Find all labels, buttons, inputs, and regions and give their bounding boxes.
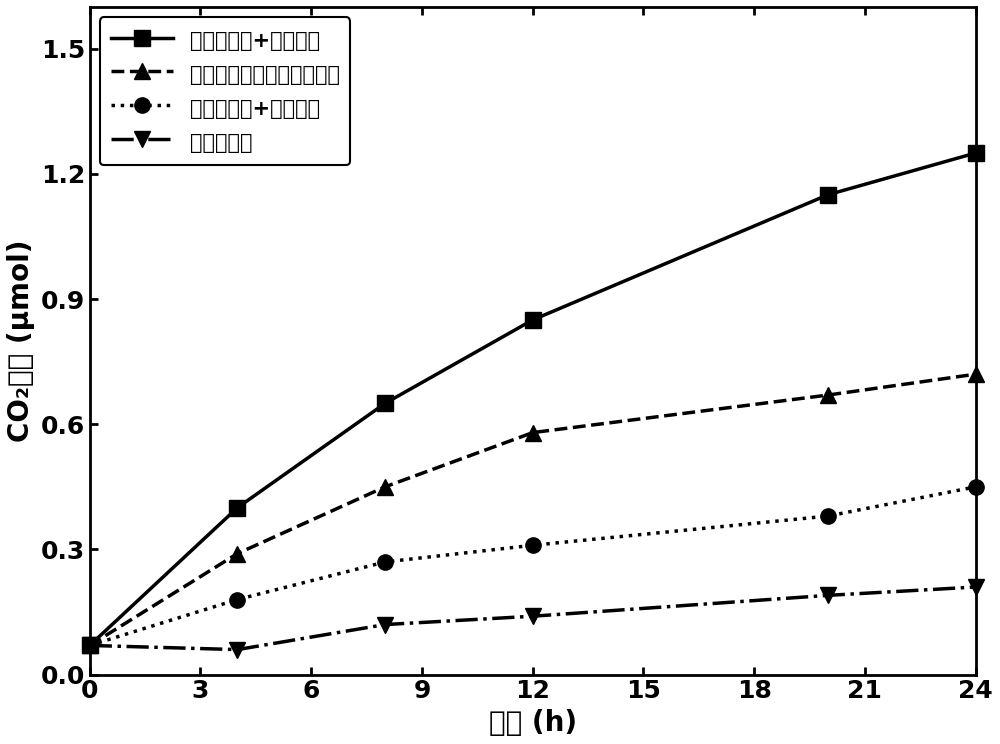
钒酸铋平板+金纳米棒 <box>822 512 834 521</box>
研磨后的粉末（结构破坏） <box>970 370 982 379</box>
钒酸铋平板+金纳米棒 <box>379 557 391 566</box>
研磨后的粉末（结构破坏） <box>379 482 391 491</box>
研磨后的粉末（结构破坏） <box>527 428 539 437</box>
钒酸铋蝶翅+金纳米棒 <box>84 641 96 650</box>
钒酸铋平板+金纳米棒 <box>970 482 982 491</box>
Y-axis label: CO₂产量 (μmol): CO₂产量 (μmol) <box>7 240 35 442</box>
钒酸铋蝶翅+金纳米棒 <box>527 315 539 324</box>
钒酸铋蝶翅 <box>231 645 243 654</box>
钒酸铋蝶翅 <box>822 591 834 600</box>
研磨后的粉末（结构破坏） <box>231 549 243 558</box>
钒酸铋蝶翅 <box>84 641 96 650</box>
研磨后的粉末（结构破坏） <box>84 641 96 650</box>
Legend: 钒酸铋蝶翅+金纳米棒, 研磨后的粉末（结构破坏）, 钒酸铋平板+金纳米棒, 钒酸铋蝶翅: 钒酸铋蝶翅+金纳米棒, 研磨后的粉末（结构破坏）, 钒酸铋平板+金纳米棒, 钒酸… <box>100 17 350 165</box>
钒酸铋蝶翅+金纳米棒 <box>231 503 243 512</box>
Line: 研磨后的粉末（结构破坏）: 研磨后的粉末（结构破坏） <box>82 367 983 653</box>
X-axis label: 时间 (h): 时间 (h) <box>489 709 577 737</box>
钒酸铋蝶翅+金纳米棒 <box>970 149 982 158</box>
钒酸铋蝶翅 <box>379 620 391 629</box>
钒酸铋蝶翅+金纳米棒 <box>822 190 834 199</box>
Line: 钒酸铋蝶翅+金纳米棒: 钒酸铋蝶翅+金纳米棒 <box>82 145 983 653</box>
钒酸铋蝶翅+金纳米棒 <box>379 399 391 408</box>
Line: 钒酸铋平板+金纳米棒: 钒酸铋平板+金纳米棒 <box>82 479 983 653</box>
钒酸铋蝶翅 <box>970 583 982 591</box>
钒酸铋平板+金纳米棒 <box>231 595 243 604</box>
钒酸铋平板+金纳米棒 <box>527 541 539 550</box>
研磨后的粉末（结构破坏） <box>822 391 834 400</box>
钒酸铋蝶翅 <box>527 612 539 620</box>
钒酸铋平板+金纳米棒 <box>84 641 96 650</box>
Line: 钒酸铋蝶翅: 钒酸铋蝶翅 <box>82 580 983 657</box>
